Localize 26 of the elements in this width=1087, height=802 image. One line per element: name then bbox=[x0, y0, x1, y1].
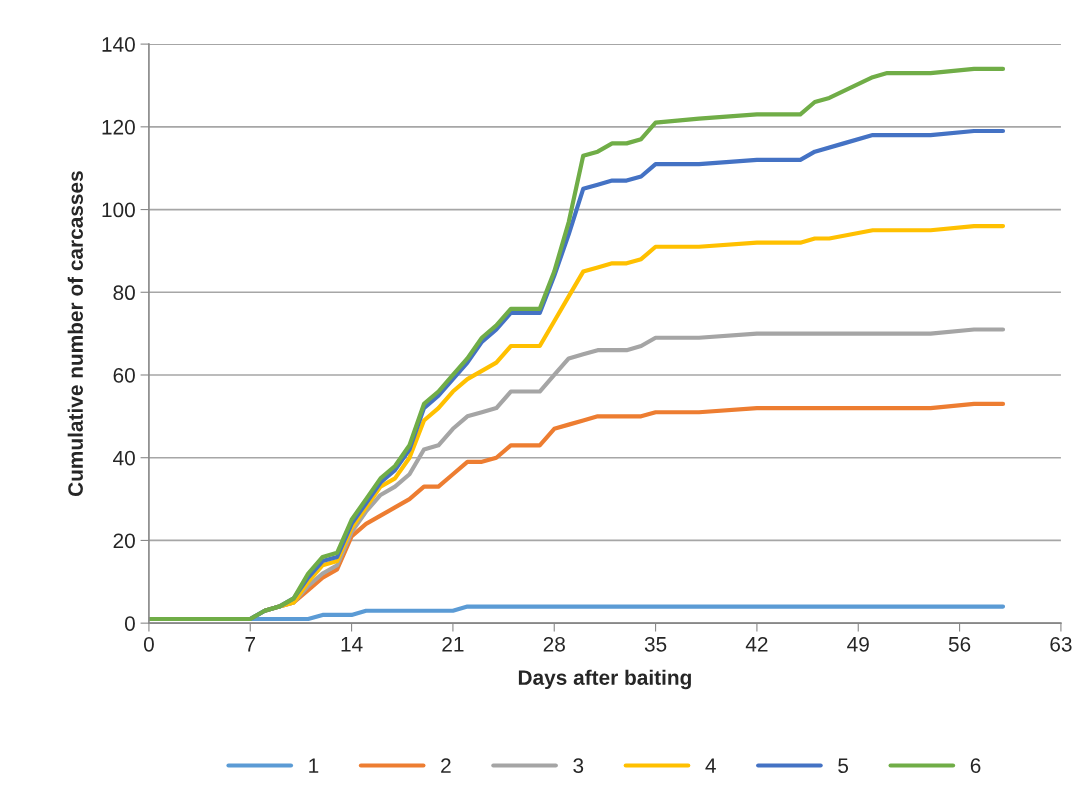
legend-label: 6 bbox=[970, 758, 981, 774]
x-tick-label: 35 bbox=[644, 636, 667, 652]
y-tick-label: 120 bbox=[102, 119, 135, 135]
x-axis-title: Days after baiting bbox=[518, 669, 691, 690]
legend-label: 2 bbox=[441, 758, 451, 773]
x-tick-label: 42 bbox=[745, 636, 768, 652]
x-tick-label: 56 bbox=[948, 636, 971, 652]
x-tick-label: 14 bbox=[341, 637, 363, 652]
y-tick-label: 80 bbox=[113, 285, 135, 301]
y-axis-title: Cumulative number of carcasses bbox=[67, 171, 83, 497]
y-tick-label: 0 bbox=[124, 616, 135, 631]
x-tick-label: 28 bbox=[543, 636, 565, 652]
x-tick-label: 21 bbox=[442, 636, 464, 652]
y-tick-label: 60 bbox=[113, 367, 135, 383]
x-tick-label: 49 bbox=[847, 636, 869, 652]
y-tick-label: 140 bbox=[102, 37, 135, 52]
legend-label: 1 bbox=[309, 758, 319, 773]
x-tick-label: 7 bbox=[245, 637, 255, 652]
legend-label: 3 bbox=[573, 758, 584, 774]
y-tick-label: 20 bbox=[113, 533, 135, 549]
x-tick-label: 0 bbox=[143, 636, 154, 652]
legend-label: 5 bbox=[838, 758, 849, 774]
x-tick-label: 63 bbox=[1050, 636, 1072, 652]
y-tick-label: 100 bbox=[102, 202, 135, 218]
y-tick-label: 40 bbox=[113, 450, 135, 466]
legend-label: 4 bbox=[705, 758, 716, 773]
